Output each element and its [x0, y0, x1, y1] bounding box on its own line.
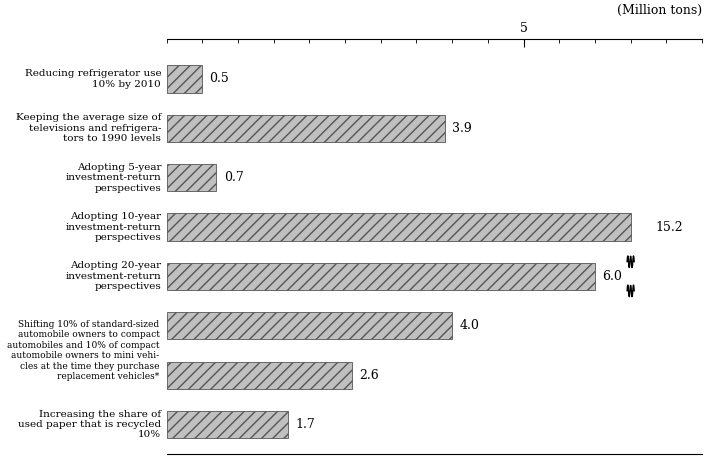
- Bar: [625, 262, 643, 290]
- Text: Reducing refrigerator use
10% by 2010: Reducing refrigerator use 10% by 2010: [25, 69, 161, 89]
- Bar: [167, 164, 216, 191]
- Text: 2.6: 2.6: [359, 369, 379, 382]
- Text: Increasing the share of
used paper that is recycled
10%: Increasing the share of used paper that …: [18, 409, 161, 439]
- Text: 4.0: 4.0: [459, 319, 479, 332]
- Text: Keeping the average size of
televisions and refrigera-
tors to 1990 levels: Keeping the average size of televisions …: [16, 113, 161, 143]
- Text: Shifting 10% of standard-sized
automobile owners to compact
automobiles and 10% : Shifting 10% of standard-sized automobil…: [7, 320, 160, 381]
- Text: 15.2: 15.2: [656, 220, 683, 234]
- Text: 3.9: 3.9: [452, 122, 472, 135]
- Bar: [167, 263, 595, 290]
- Text: 6.0: 6.0: [602, 270, 622, 283]
- Bar: [167, 411, 288, 438]
- Text: (Million tons): (Million tons): [617, 4, 702, 17]
- Bar: [167, 361, 352, 389]
- Bar: [167, 65, 202, 93]
- Text: 1.7: 1.7: [295, 418, 315, 431]
- Text: 0.7: 0.7: [223, 171, 243, 184]
- Text: Adopting 20-year
investment-return
perspectives: Adopting 20-year investment-return persp…: [65, 261, 161, 291]
- Text: Adopting 10-year
investment-return
perspectives: Adopting 10-year investment-return persp…: [65, 212, 161, 242]
- Bar: [167, 213, 630, 241]
- Text: 0.5: 0.5: [209, 72, 229, 85]
- Text: Adopting 5-year
investment-return
perspectives: Adopting 5-year investment-return perspe…: [65, 163, 161, 193]
- Bar: [167, 312, 452, 339]
- Bar: [167, 115, 445, 142]
